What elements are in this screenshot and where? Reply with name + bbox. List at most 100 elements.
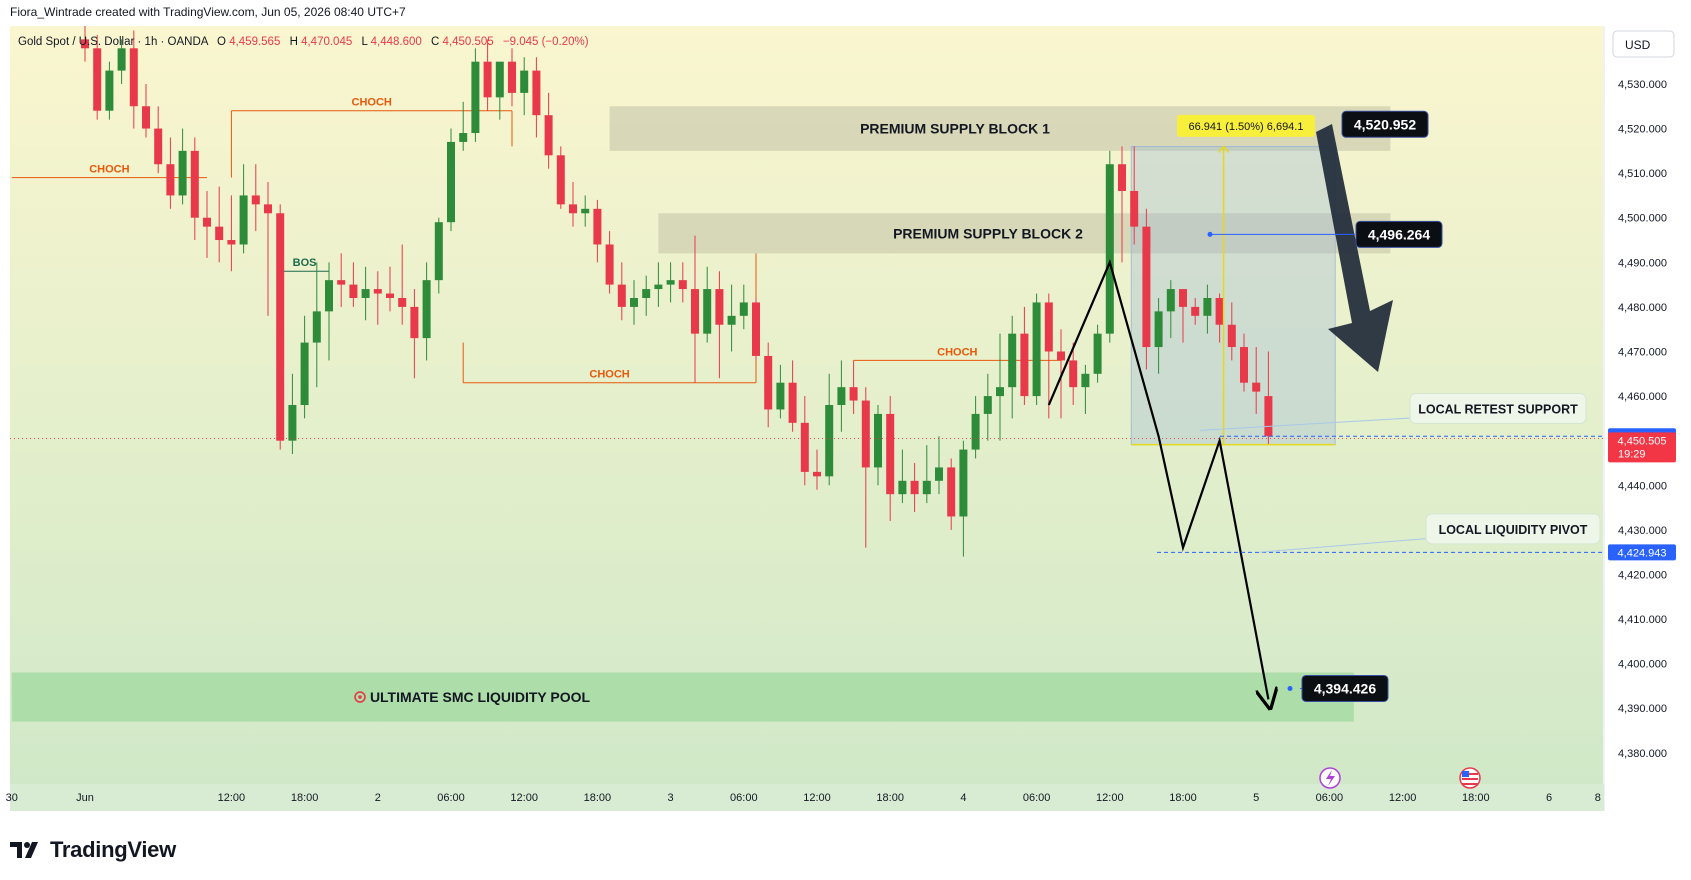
candle[interactable] [190, 150, 199, 218]
candle[interactable] [1191, 306, 1200, 316]
currency-button[interactable]: USD [1612, 30, 1675, 58]
candle[interactable] [154, 128, 163, 165]
candle[interactable] [1032, 302, 1041, 397]
candle[interactable] [166, 164, 175, 196]
candle[interactable] [861, 400, 870, 468]
candle[interactable] [1264, 396, 1273, 437]
candle[interactable] [1069, 360, 1078, 388]
candle[interactable] [983, 396, 992, 414]
candle[interactable] [239, 195, 248, 245]
candle[interactable] [178, 150, 187, 196]
candle[interactable] [1227, 324, 1236, 348]
candle[interactable] [996, 387, 1004, 397]
candle[interactable] [483, 61, 492, 98]
candle[interactable] [959, 449, 968, 517]
candle[interactable] [251, 195, 260, 205]
projection-path[interactable] [1047, 259, 1269, 699]
candle[interactable] [727, 315, 736, 325]
candle[interactable] [373, 289, 382, 294]
candle[interactable] [1008, 333, 1017, 388]
candle[interactable] [569, 204, 577, 214]
candle[interactable] [691, 289, 699, 334]
candle[interactable] [935, 467, 943, 481]
candle[interactable] [1020, 333, 1029, 397]
event-icons[interactable] [1319, 767, 1481, 789]
candle[interactable] [739, 302, 748, 316]
candle[interactable] [105, 70, 114, 111]
candle[interactable] [1105, 164, 1114, 334]
candle[interactable] [508, 61, 516, 93]
candle[interactable] [349, 284, 358, 298]
candle[interactable] [764, 355, 773, 410]
candle[interactable] [666, 280, 675, 285]
candle[interactable] [227, 240, 236, 245]
candle[interactable] [337, 280, 346, 285]
candle[interactable] [325, 280, 333, 312]
candle[interactable] [520, 70, 529, 93]
candle[interactable] [776, 382, 785, 410]
candle[interactable] [81, 39, 89, 49]
candle[interactable] [398, 297, 407, 307]
candle[interactable] [947, 467, 956, 517]
candle[interactable] [93, 48, 102, 111]
candle[interactable] [1179, 289, 1187, 307]
candle[interactable] [1142, 226, 1151, 348]
candle[interactable] [1252, 382, 1261, 392]
callout-box[interactable] [1425, 513, 1601, 545]
candle[interactable] [1130, 190, 1139, 227]
candle[interactable] [264, 204, 272, 214]
candle[interactable] [422, 280, 431, 339]
candle[interactable] [300, 342, 309, 405]
candle[interactable] [434, 222, 443, 281]
candle[interactable] [825, 405, 834, 477]
price-tag[interactable] [1341, 110, 1429, 138]
candle[interactable] [544, 115, 553, 156]
candle[interactable] [715, 289, 724, 325]
candle[interactable] [361, 289, 370, 298]
candle[interactable] [203, 217, 211, 227]
candle[interactable] [1240, 347, 1248, 383]
candle[interactable] [471, 61, 480, 134]
candle[interactable] [1057, 351, 1065, 361]
candle[interactable] [312, 311, 321, 343]
candle[interactable] [1166, 289, 1175, 312]
candle[interactable] [630, 297, 638, 307]
candle[interactable] [703, 289, 712, 334]
candle[interactable] [276, 213, 285, 441]
zone-rect[interactable] [658, 213, 1391, 254]
candle[interactable] [788, 382, 797, 423]
candle[interactable] [593, 208, 602, 245]
price-tag[interactable] [1301, 674, 1389, 702]
measure-box[interactable] [1130, 145, 1336, 446]
candle[interactable] [800, 422, 809, 472]
candle[interactable] [215, 226, 224, 241]
candle[interactable] [874, 413, 882, 468]
candle[interactable] [813, 471, 821, 477]
candle[interactable] [886, 413, 895, 495]
candle[interactable] [642, 289, 651, 298]
candle[interactable] [971, 413, 980, 450]
candle[interactable] [922, 480, 931, 495]
candle[interactable] [142, 106, 150, 129]
candle[interactable] [1118, 164, 1126, 191]
bearish-arrow[interactable] [1316, 124, 1393, 372]
candle[interactable] [581, 208, 590, 214]
candle[interactable] [910, 480, 919, 495]
callout-box[interactable] [1409, 392, 1587, 424]
candle[interactable] [617, 284, 626, 307]
candle[interactable] [459, 133, 468, 142]
candle[interactable] [752, 302, 760, 356]
price-tag[interactable] [1355, 220, 1443, 248]
candle[interactable] [654, 284, 663, 290]
candle[interactable] [532, 70, 541, 116]
candle[interactable] [556, 155, 565, 205]
candle[interactable] [410, 306, 419, 339]
candle[interactable] [849, 387, 858, 401]
candle[interactable] [1044, 302, 1053, 352]
tradingview-logo[interactable]: TradingView [10, 837, 176, 863]
candle[interactable] [837, 387, 846, 405]
candle[interactable] [129, 48, 138, 107]
zone-rect[interactable] [11, 672, 1354, 722]
candle[interactable] [447, 141, 455, 223]
